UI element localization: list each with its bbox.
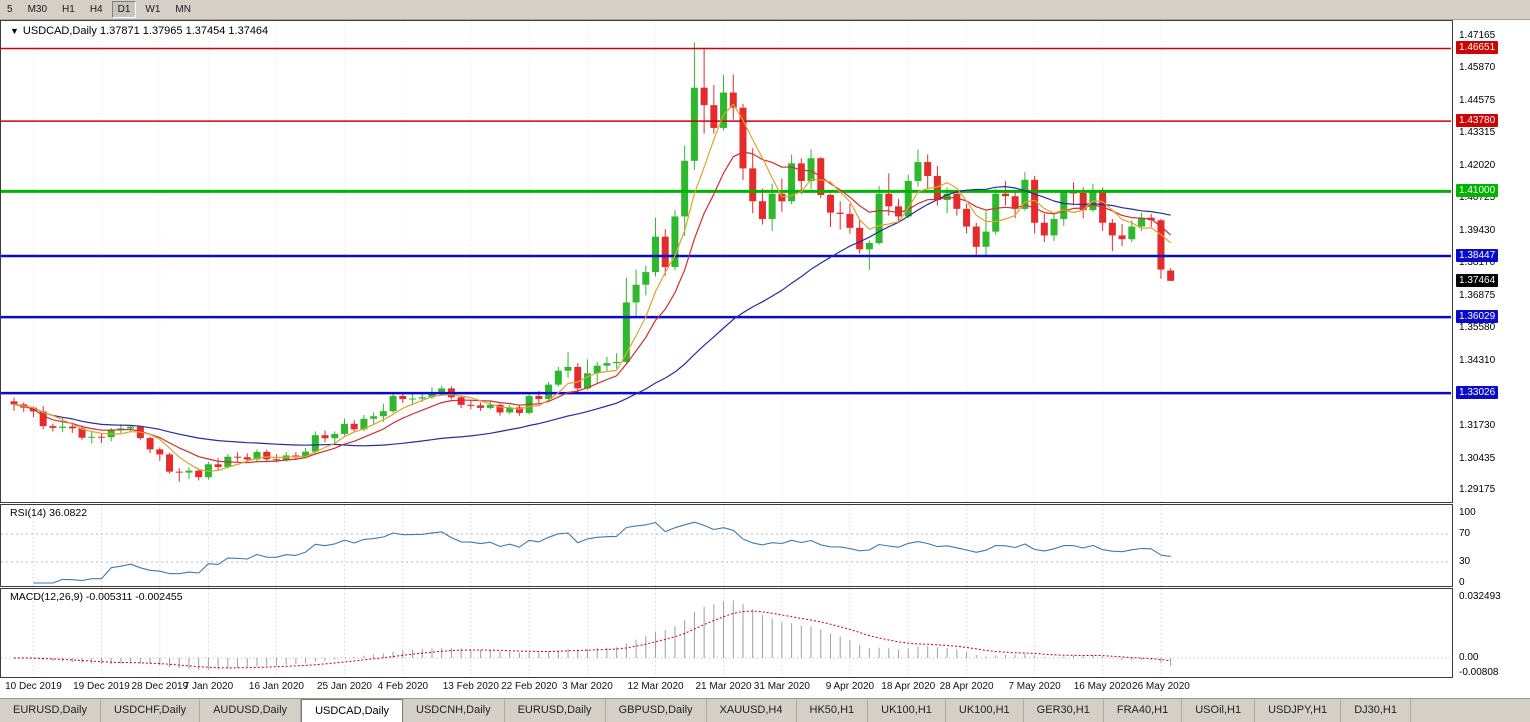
date-axis[interactable]: 10 Dec 2019 19 Dec 2019 28 Dec 2019 7 Jan 2…	[0, 679, 1453, 697]
chart-tab-GBPUSD-Daily[interactable]: GBPUSD,Daily	[606, 699, 707, 722]
chart-tab-AUDUSD-Daily[interactable]: AUDUSD,Daily	[200, 699, 302, 722]
date-axis-label: 18 Apr 2020	[881, 681, 936, 692]
macd-values: -0.005311 -0.002455	[85, 591, 183, 603]
date-axis-label: 16 May 2020	[1073, 681, 1132, 692]
date-axis-label: 12 Mar 2020	[627, 681, 684, 692]
rsi-axis-label: 100	[1459, 507, 1476, 518]
macd-axis-label: 0.032493	[1459, 591, 1501, 602]
chart-tab-GER30-H1[interactable]: GER30,H1	[1024, 699, 1104, 722]
date-axis-label: 7 Jan 2020	[183, 681, 234, 692]
current-price-label: 1.37464	[1456, 273, 1499, 287]
price-axis-label: 1.42020	[1459, 159, 1496, 171]
chart-ohlc-values: 1.37871 1.37965 1.37454 1.37464	[99, 25, 269, 37]
chart-tab-UK100-H1[interactable]: UK100,H1	[946, 699, 1024, 722]
price-axis[interactable]: 1.47165 1.45870 1.44575 1.43315 1.42020 1.407…	[1454, 20, 1530, 679]
price-axis-label: 1.36875	[1459, 289, 1496, 301]
price-axis-label: 1.39430	[1459, 225, 1496, 237]
hline-price-label: 1.33026	[1456, 386, 1499, 400]
chart-tab-USDCNH-Daily[interactable]: USDCNH,Daily	[403, 699, 505, 722]
macd-axis-label: 0.00	[1459, 652, 1479, 663]
date-axis-label: 26 May 2020	[1132, 681, 1190, 692]
chart-tab-USDCHF-Daily[interactable]: USDCHF,Daily	[101, 699, 201, 722]
date-axis-label: 25 Jan 2020	[316, 681, 372, 692]
price-axis-label: 1.31730	[1459, 419, 1496, 431]
price-axis-label: 1.34310	[1459, 354, 1496, 366]
date-axis-label: 28 Dec 2019	[131, 681, 189, 692]
chart-tab-USOil-H1[interactable]: USOil,H1	[1182, 699, 1256, 722]
chart-tab-USDCAD-Daily[interactable]: USDCAD,Daily	[301, 699, 404, 722]
price-axis-label: 1.45870	[1459, 62, 1496, 74]
chart-tab-UK100-H1[interactable]: UK100,H1	[868, 699, 946, 722]
rsi-axis-label: 0	[1459, 577, 1465, 588]
rsi-indicator-label: RSI(14) 36.0822	[10, 507, 88, 519]
chart-tab-USDJPY-H1[interactable]: USDJPY,H1	[1255, 699, 1342, 722]
date-axis-label: 19 Dec 2019	[73, 681, 130, 692]
timeframe-button-MN[interactable]: MN	[169, 1, 197, 18]
date-axis-label: 13 Feb 2020	[442, 681, 499, 692]
macd-axis-label: -0.00808	[1459, 667, 1499, 679]
timeframe-button-M30[interactable]: M30	[21, 1, 54, 18]
timeframe-button-5[interactable]: 5	[1, 1, 19, 18]
macd-indicator-label: MACD(12,26,9) -0.005311 -0.002455	[10, 591, 183, 603]
chart-tab-FRA40-H1[interactable]: FRA40,H1	[1104, 699, 1183, 722]
chart-tab-EURUSD-Daily[interactable]: EURUSD,Daily	[505, 699, 606, 722]
date-axis-label: 16 Jan 2020	[248, 681, 304, 692]
chart-tab-bar: EURUSD,Daily USDCHF,Daily AUDUSD,Daily USDC…	[0, 698, 1530, 722]
chart-tab-HK50-H1[interactable]: HK50,H1	[797, 699, 869, 722]
price-axis-label: 1.38170	[1459, 256, 1496, 268]
date-axis-label: 21 Mar 2020	[695, 681, 752, 692]
chart-symbol-period: USDCAD,Daily	[22, 25, 97, 37]
price-axis-label: 1.47165	[1459, 29, 1496, 41]
hline-price-label: 1.46651	[1456, 41, 1499, 55]
timeframe-button-D1[interactable]: D1	[111, 1, 137, 18]
timeframe-button-H1[interactable]: H1	[56, 1, 81, 18]
hline-price-label: 1.36029	[1456, 310, 1499, 324]
one-click-trading-arrow[interactable]: ▼	[10, 26, 19, 36]
price-axis-label: 1.43315	[1459, 126, 1496, 138]
chart-tab-DJ30-H1[interactable]: DJ30,H1	[1341, 699, 1411, 722]
date-axis-label: 7 May 2020	[1008, 681, 1061, 692]
timeframe-toolbar: 5 M30 H1 H4 D1 W1 MN	[0, 0, 1530, 20]
chart-tab-XAUUSD-H4[interactable]: XAUUSD,H4	[707, 699, 797, 722]
chart-tab-EURUSD-Daily[interactable]: EURUSD,Daily	[0, 699, 101, 722]
rsi-value: 36.0822	[49, 507, 88, 519]
rsi-axis-label: 30	[1459, 556, 1471, 567]
timeframe-button-H4[interactable]: H4	[83, 1, 109, 18]
price-axis-label: 1.30435	[1459, 452, 1496, 464]
date-axis-label: 4 Feb 2020	[377, 681, 429, 692]
chart-title: ▼ USDCAD,Daily 1.37871 1.37965 1.37454 1.…	[10, 25, 268, 37]
macd-panel[interactable]	[0, 588, 1453, 678]
rsi-panel[interactable]	[0, 504, 1453, 587]
date-axis-label: 31 Mar 2020	[753, 681, 810, 692]
date-axis-label: 28 Apr 2020	[939, 681, 994, 692]
date-axis-label: 10 Dec 2019	[5, 681, 62, 692]
price-axis-label: 1.40725	[1459, 192, 1496, 204]
hline-price-label: 1.41000	[1456, 184, 1499, 198]
rsi-axis-label: 70	[1459, 528, 1471, 539]
date-axis-label: 22 Feb 2020	[501, 681, 558, 692]
main-chart-panel[interactable]	[0, 20, 1453, 503]
price-axis-label: 1.44575	[1459, 95, 1496, 106]
hline-price-label: 1.43780	[1456, 114, 1499, 128]
hline-price-label: 1.38447	[1456, 248, 1499, 262]
price-axis-label: 1.29175	[1459, 484, 1496, 496]
price-axis-label: 1.35580	[1459, 322, 1496, 334]
date-axis-label: 9 Apr 2020	[825, 681, 875, 692]
date-axis-label: 3 Mar 2020	[562, 681, 613, 692]
timeframe-button-W1[interactable]: W1	[139, 1, 167, 18]
